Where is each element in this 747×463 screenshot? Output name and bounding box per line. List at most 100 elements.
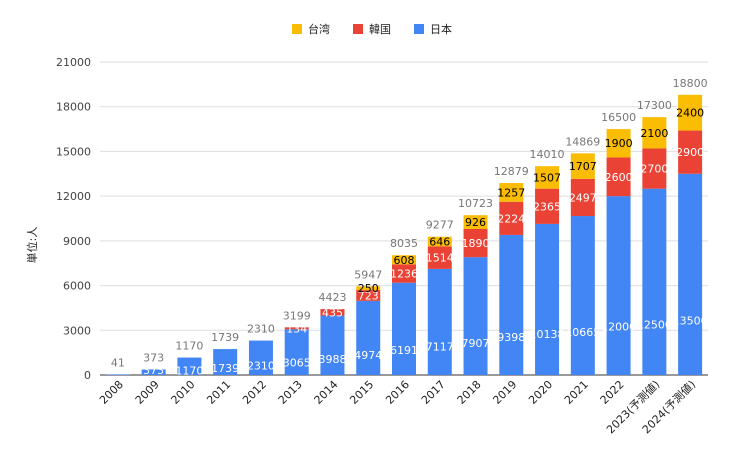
- segment-value-label: 12000: [601, 321, 636, 334]
- bar-segment: [284, 329, 309, 375]
- segment-value-label: 13500: [673, 315, 708, 328]
- segment-value-label: 2900: [676, 146, 704, 159]
- segment-value-label: 6191: [390, 344, 418, 357]
- segment-value-label: 2700: [640, 163, 668, 176]
- bar-segment: [606, 157, 631, 197]
- y-tick-label: 21000: [56, 56, 91, 69]
- x-tick-label: 2019: [490, 378, 519, 407]
- segment-value-label: 4974: [354, 349, 382, 362]
- bars: [105, 94, 703, 375]
- total-value-label: 12879: [494, 165, 529, 178]
- total-value-label: 4423: [318, 291, 346, 304]
- segment-value-label: 2600: [605, 171, 633, 184]
- bar-segment: [463, 228, 488, 258]
- y-tick-label: 3000: [63, 324, 91, 337]
- total-value-label: 8035: [390, 237, 418, 250]
- total-value-label: 5947: [354, 268, 382, 281]
- segment-value-label: 435: [322, 306, 343, 319]
- y-axis: 0 3000 6000 9000 12000 15000 18000 21000: [56, 56, 91, 382]
- total-value-label: 41: [111, 356, 125, 369]
- segment-value-label: 1900: [605, 137, 633, 150]
- segment-value-label: 2497: [569, 191, 597, 204]
- bar-segment: [248, 340, 273, 375]
- bar-segment: [141, 369, 166, 375]
- total-value-label: 2310: [247, 323, 275, 336]
- bar-segment: [570, 216, 595, 375]
- bar-segment: [570, 178, 595, 217]
- x-tick-label: 2012: [240, 378, 269, 407]
- segment-value-label: 9398: [497, 331, 525, 344]
- legend: 台湾 韓国 日本: [292, 22, 452, 36]
- segment-value-label: 7907: [462, 337, 490, 350]
- bar-segment: [427, 268, 452, 375]
- total-value-label: 373: [143, 351, 164, 364]
- total-value-label: 10723: [458, 197, 493, 210]
- total-value-label: 14869: [565, 135, 600, 148]
- segment-value-label: 7117: [426, 340, 454, 353]
- segment-value-label: 646: [429, 236, 450, 249]
- bar-segment: [535, 223, 560, 375]
- bar-segment: [678, 94, 703, 131]
- y-tick-label: 9000: [63, 235, 91, 248]
- bar-segment: [463, 215, 488, 229]
- legend-swatch: [353, 24, 363, 34]
- segment-value-label: 3988: [318, 353, 346, 366]
- x-tick-label: 2008: [97, 378, 126, 407]
- bar-segment: [642, 148, 667, 189]
- bar-segment: [284, 327, 309, 330]
- y-tick-label: 0: [84, 369, 91, 382]
- segment-value-label: 1257: [497, 186, 525, 199]
- bar-segment: [499, 201, 524, 235]
- y-axis-label: 単位:人: [25, 227, 39, 264]
- segment-value-label: 1707: [569, 160, 597, 173]
- bar-segment: [356, 300, 381, 375]
- segment-value-label: 1170: [175, 364, 203, 377]
- x-tick-label: 2022: [598, 378, 627, 407]
- segment-value-label: 1236: [390, 268, 418, 281]
- bar-segment: [356, 290, 381, 301]
- x-tick-label: 2021: [562, 378, 591, 407]
- segment-value-label: 10665: [565, 326, 600, 339]
- segment-value-label: 1739: [211, 362, 239, 375]
- bar-segment: [642, 188, 667, 375]
- bar-segment: [678, 173, 703, 375]
- bar-segment: [105, 374, 130, 375]
- bar-segment: [427, 246, 452, 269]
- x-tick-label: 2016: [383, 378, 412, 407]
- segment-value-label: 2100: [640, 127, 668, 140]
- x-tick-label: 2013: [276, 378, 305, 407]
- segment-value-label: 12500: [637, 319, 672, 332]
- legend-label: 韓国: [369, 23, 391, 36]
- segment-value-label: 926: [465, 216, 486, 229]
- bar-segment: [177, 357, 202, 375]
- y-tick-label: 12000: [56, 190, 91, 203]
- segment-value-label: 134: [286, 322, 307, 335]
- x-tick-label: 2017: [419, 378, 448, 407]
- segment-value-label: 1507: [533, 171, 561, 184]
- x-tick-label: 2018: [455, 378, 484, 407]
- y-tick-label: 15000: [56, 145, 91, 158]
- total-value-label: 3199: [283, 309, 311, 322]
- y-tick-label: 18000: [56, 101, 91, 114]
- segment-value-label: 2224: [497, 212, 525, 225]
- x-tick-label: 2011: [204, 378, 233, 407]
- segment-value-label: 1890: [462, 237, 490, 250]
- bar-segment: [535, 188, 560, 224]
- segment-value-label: 10138: [530, 328, 565, 341]
- x-tick-label: 2009: [133, 378, 162, 407]
- bar-segment: [606, 196, 631, 375]
- bar-segment: [606, 129, 631, 158]
- y-tick-label: 6000: [63, 280, 91, 293]
- x-axis: 2008 2009 2010 2011 2012 2013 2014 2015 2016 2017…: [97, 377, 698, 436]
- legend-swatch: [292, 24, 302, 34]
- bar-segment: [392, 282, 416, 375]
- bar-segment: [463, 257, 488, 375]
- bar-segment: [535, 166, 560, 189]
- bar-segment: [392, 264, 416, 283]
- x-tick-label: 2015: [347, 378, 376, 407]
- total-value-label: 9277: [426, 219, 454, 232]
- legend-swatch: [414, 24, 424, 34]
- legend-label: 日本: [430, 22, 452, 36]
